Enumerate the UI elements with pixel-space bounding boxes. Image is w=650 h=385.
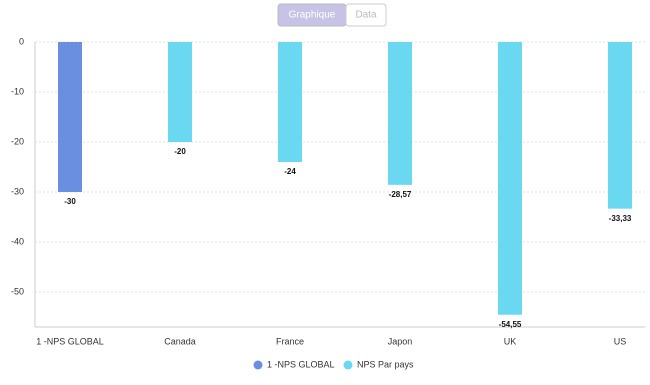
x-tick-label: Canada <box>164 336 196 346</box>
y-tick-label: -10 <box>11 86 24 96</box>
y-tick-label: -40 <box>11 236 24 246</box>
value-label: -33,33 <box>609 214 632 223</box>
bar <box>388 42 412 185</box>
value-label: -20 <box>174 147 186 156</box>
x-tick-label: France <box>276 336 304 346</box>
x-tick-label: UK <box>504 336 517 346</box>
legend-label: NPS Par pays <box>357 359 414 369</box>
value-label: -28,57 <box>389 190 412 199</box>
bar <box>608 42 632 209</box>
value-label: -30 <box>64 197 76 206</box>
tab-label[interactable]: Data <box>355 10 377 21</box>
y-tick-label: -30 <box>11 186 24 196</box>
x-tick-label: 1 -NPS GLOBAL <box>36 336 104 346</box>
bar <box>278 42 302 162</box>
x-tick-label: US <box>614 336 627 346</box>
value-label: -24 <box>284 167 296 176</box>
value-label: -54,55 <box>499 320 522 329</box>
bar <box>168 42 192 142</box>
y-tick-label: -20 <box>11 136 24 146</box>
y-tick-label: 0 <box>19 36 24 46</box>
bar <box>498 42 522 315</box>
tab-label[interactable]: Graphique <box>289 10 336 21</box>
x-tick-label: Japon <box>388 336 413 346</box>
y-tick-label: -50 <box>11 286 24 296</box>
bar <box>58 42 82 192</box>
legend-marker <box>253 360 263 370</box>
legend-label: 1 -NPS GLOBAL <box>267 359 335 369</box>
legend-marker <box>343 360 353 370</box>
tab[interactable] <box>345 3 387 27</box>
